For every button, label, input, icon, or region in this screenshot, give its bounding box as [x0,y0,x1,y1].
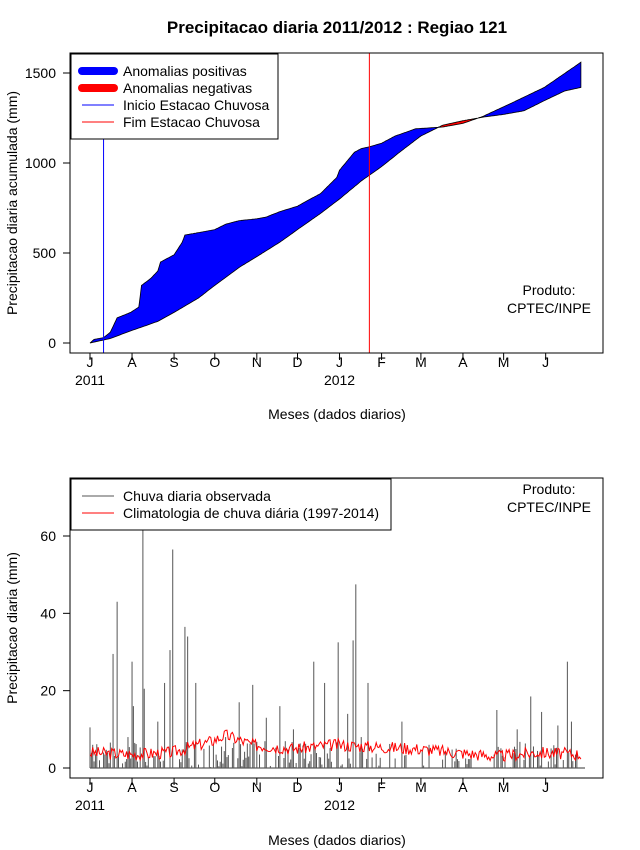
product-source: CPTEC/INPE [507,300,591,316]
positive-anomaly-area [89,126,439,344]
x-tick-label: J [87,779,94,795]
legend-label-fim: Fim Estacao Chuvosa [123,114,260,130]
y-axis-label: Precipitacao diaria (mm) [4,552,20,704]
x-tick-label: A [458,354,468,370]
legend: Anomalias positivas Anomalias negativas … [70,53,279,140]
legend-label-positive: Anomalias positivas [123,63,247,79]
year-label: 2012 [324,372,355,388]
chart-title: Precipitacao diaria 2011/2012 : Regiao 1… [167,18,507,37]
y-axis: 0 20 40 60 [40,528,71,776]
product-source: CPTEC/INPE [507,499,591,515]
x-tick-label: M [498,779,510,795]
year-label: 2011 [75,797,105,813]
climatology-series [89,729,582,763]
y-tick-label: 0 [48,760,56,776]
x-tick-label: M [415,779,427,795]
x-axis: J A S O N D J F M A M J 2011 2012 [75,352,549,388]
x-tick-label: O [209,354,220,370]
x-tick-label: J [87,354,94,370]
x-tick-label: N [252,354,262,370]
x-tick-label: A [127,779,137,795]
x-tick-label: F [377,354,386,370]
x-tick-label: J [542,779,549,795]
legend-label-observed: Chuva diaria observada [123,488,271,504]
x-tick-label: S [169,354,178,370]
x-tick-label: A [458,779,468,795]
y-tick-label: 40 [40,605,56,621]
y-tick-label: 20 [40,683,56,699]
year-label: 2011 [75,372,105,388]
y-tick-label: 0 [48,335,56,351]
y-tick-label: 500 [33,245,57,261]
year-label: 2012 [324,797,355,813]
legend-label-climatology: Climatologia de chuva diária (1997-2014) [123,505,379,521]
x-tick-label: M [498,354,510,370]
anomaly-areas [89,61,582,344]
x-tick-label: O [209,779,220,795]
y-axis-label: Precipitacao diaria acumulada (mm) [4,91,20,315]
x-tick-label: J [336,779,343,795]
x-tick-label: F [377,779,386,795]
x-axis-label: Meses (dados diarios) [268,832,406,848]
daily-chart: 0 20 40 60 J A S O N D J F M A M J 2011 2012 Precipitaca… [4,477,604,848]
x-tick-label: D [292,779,302,795]
product-label: Produto: [523,481,576,497]
observed-daily-series [89,478,578,768]
legend-label-inicio: Inicio Estacao Chuvosa [123,97,270,113]
positive-anomaly-area [478,61,582,119]
x-tick-label: S [169,779,178,795]
x-axis: J A S O N D J F M A M J 2011 2012 [75,777,549,813]
y-tick-label: 1000 [25,155,56,171]
y-axis: 0 500 1000 1500 [25,65,71,351]
legend-box [70,478,392,531]
legend: Chuva diaria observada Climatologia de c… [70,478,392,531]
accumulated-chart: Precipitacao diaria 2011/2012 : Regiao 1… [4,18,604,422]
x-tick-label: N [252,779,262,795]
x-tick-label: M [415,354,427,370]
x-tick-label: J [542,354,549,370]
x-tick-label: A [127,354,137,370]
y-tick-label: 60 [40,528,56,544]
negative-anomaly-area [438,117,480,128]
y-tick-label: 1500 [25,65,56,81]
x-axis-label: Meses (dados diarios) [268,406,406,422]
x-tick-label: D [292,354,302,370]
product-label: Produto: [523,282,576,298]
x-tick-label: J [336,354,343,370]
legend-label-negative: Anomalias negativas [123,80,252,96]
